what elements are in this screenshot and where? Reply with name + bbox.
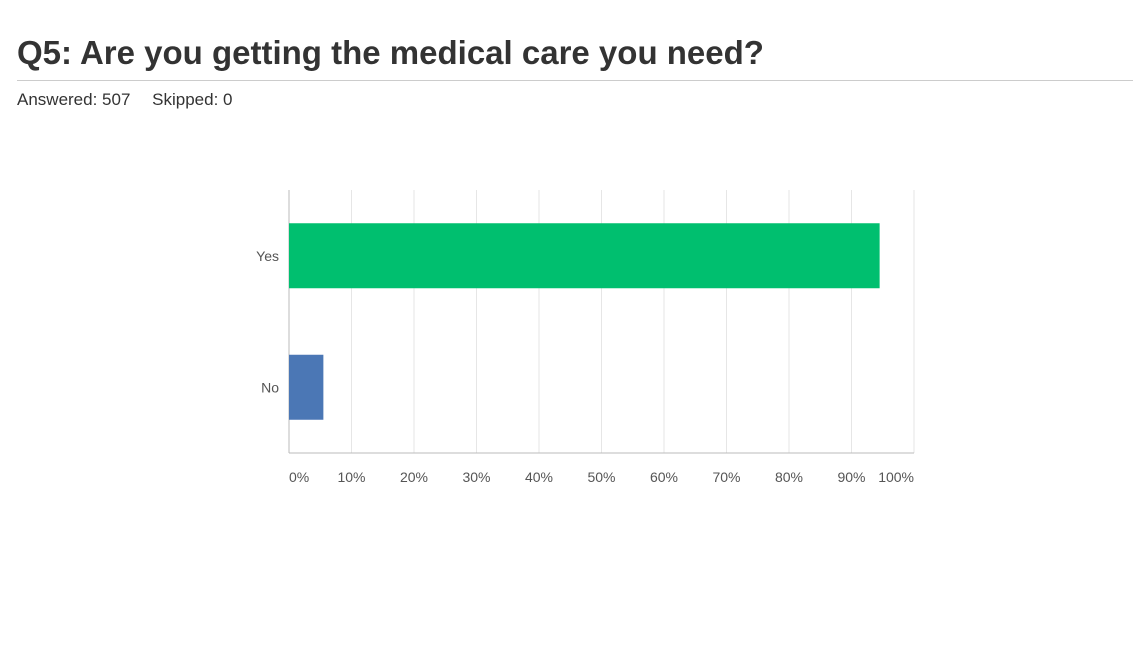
category-label: No (261, 379, 279, 395)
title-divider (17, 80, 1133, 81)
x-tick-label: 30% (462, 469, 490, 485)
x-tick-label: 70% (712, 469, 740, 485)
category-label: Yes (256, 248, 279, 264)
response-stats: Answered: 507 Skipped: 0 (17, 90, 249, 110)
x-tick-label: 10% (337, 469, 365, 485)
bar-yes (289, 223, 880, 289)
x-tick-label: 0% (289, 469, 309, 485)
x-tick-label: 20% (400, 469, 428, 485)
answered-count: Answered: 507 (17, 90, 131, 109)
x-tick-label: 80% (775, 469, 803, 485)
skipped-count: Skipped: 0 (152, 90, 233, 109)
x-tick-label: 40% (525, 469, 553, 485)
x-tick-label: 60% (650, 469, 678, 485)
x-tick-label: 100% (878, 469, 914, 485)
bar-no (289, 354, 324, 420)
x-tick-label: 90% (837, 469, 865, 485)
question-title: Q5: Are you getting the medical care you… (17, 34, 764, 71)
x-tick-label: 50% (587, 469, 615, 485)
